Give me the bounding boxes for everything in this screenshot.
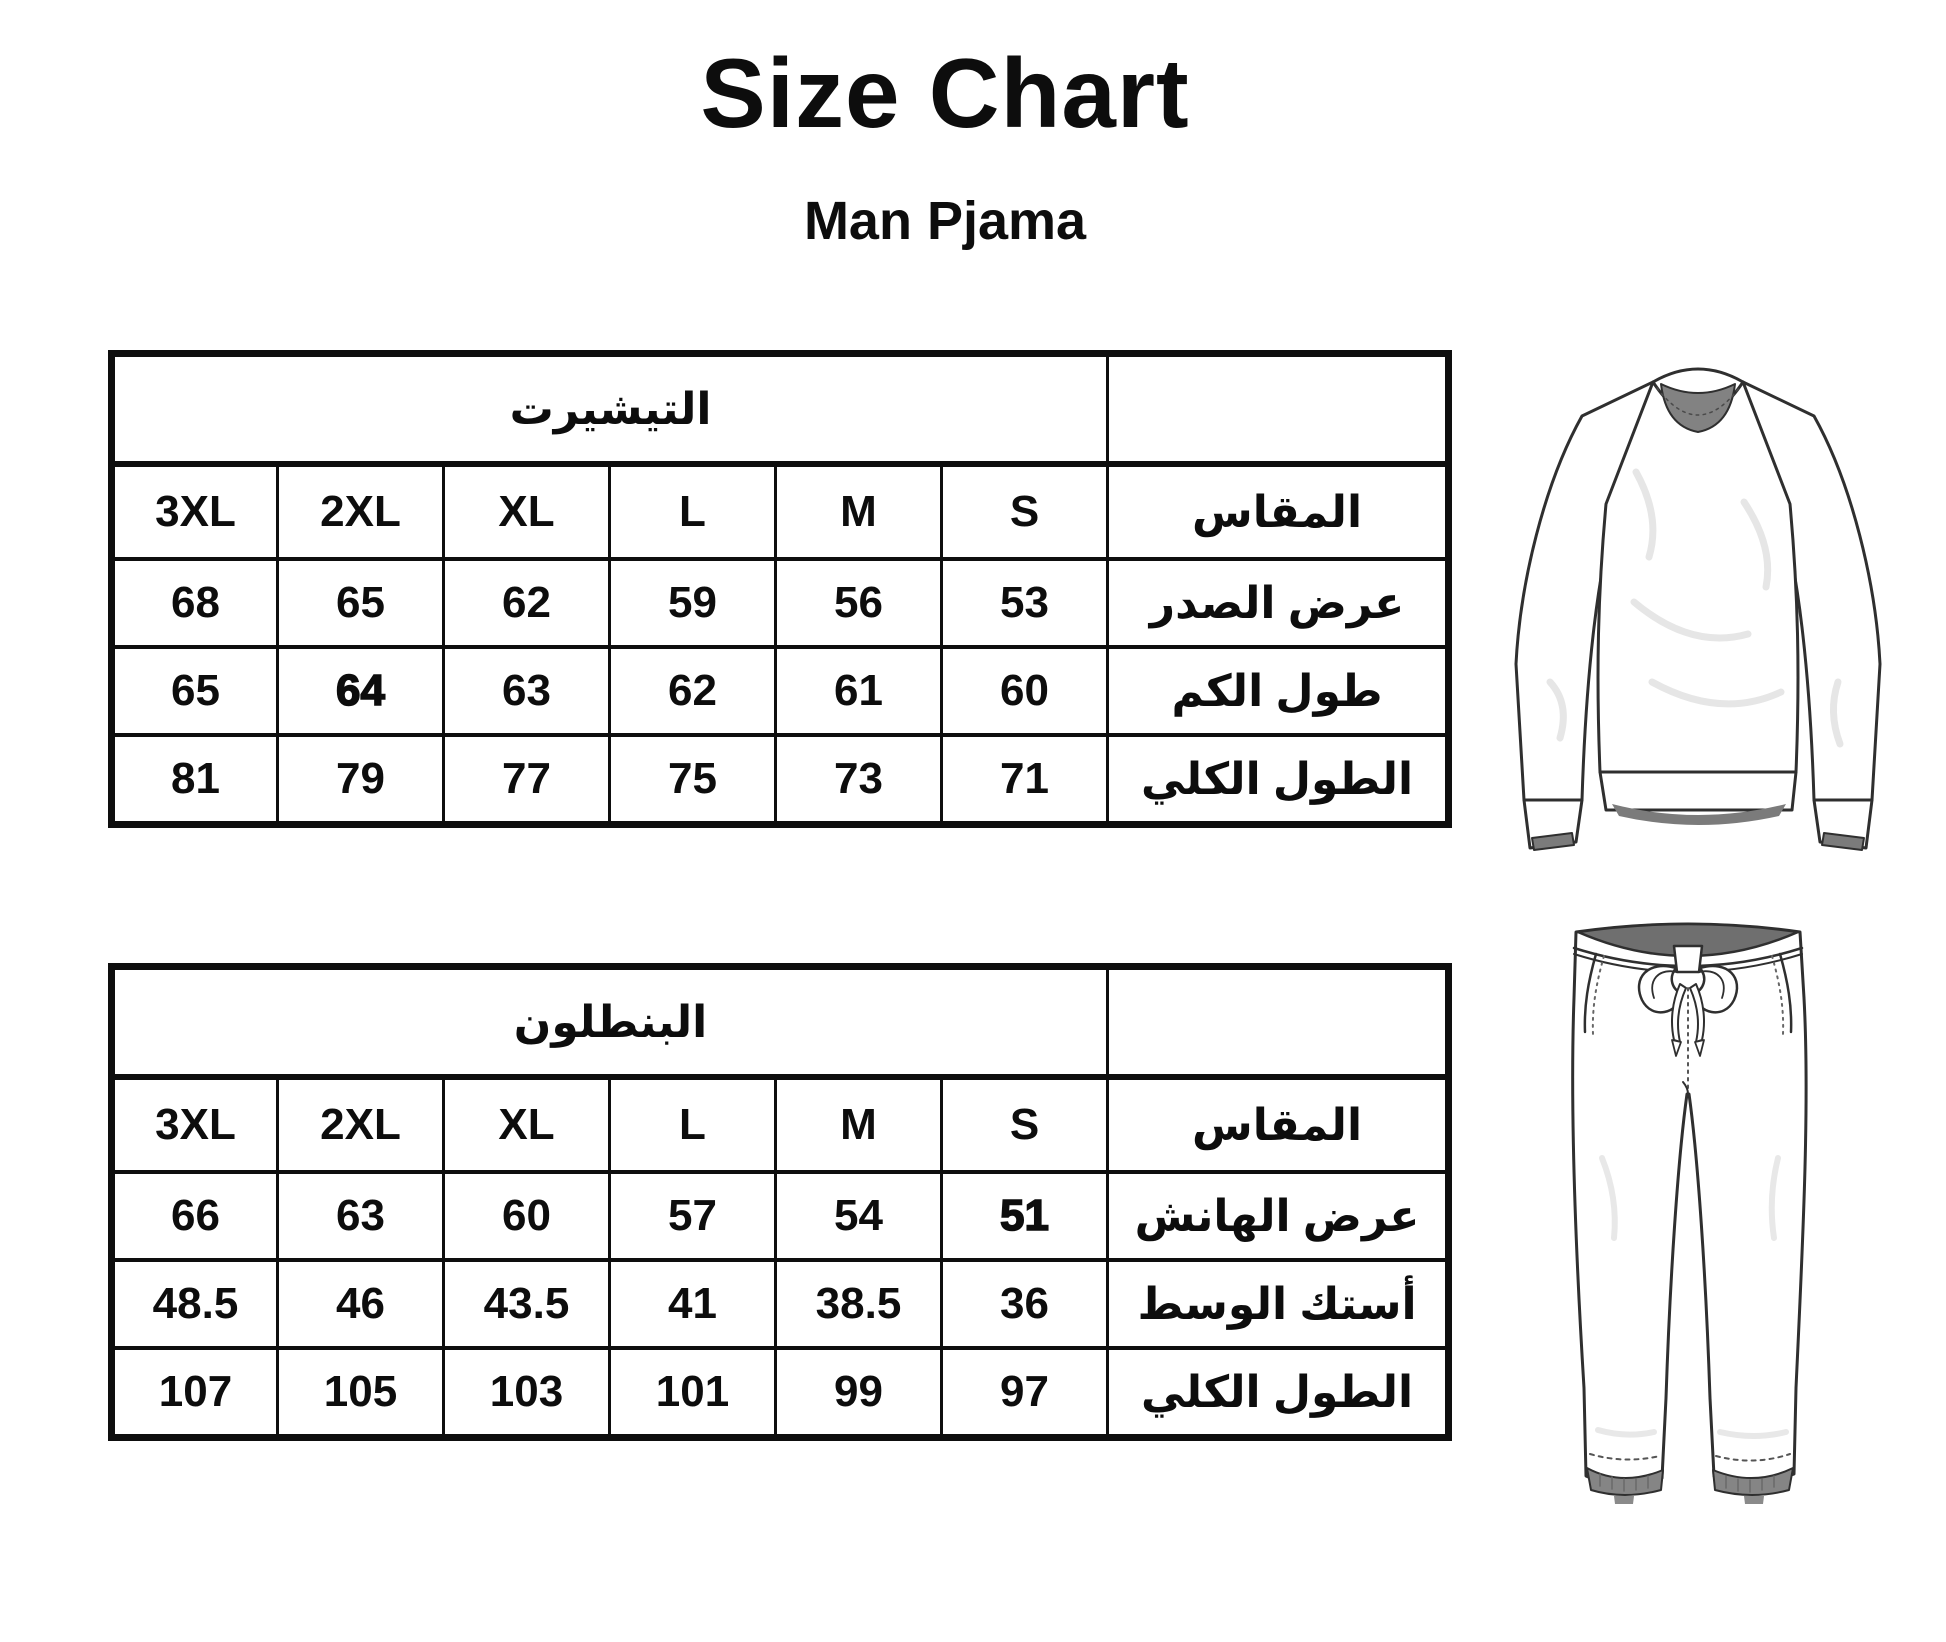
value-cell: 79 xyxy=(276,733,445,827)
hem-shadow xyxy=(1612,804,1786,825)
shirt-size-l: L xyxy=(608,462,777,561)
value-cell: 60 xyxy=(939,645,1110,737)
row-label-chest-width: عرض الصدر xyxy=(1106,557,1451,649)
pants-table-corner-cell xyxy=(1106,964,1451,1080)
pants-illustration xyxy=(1571,922,1808,1504)
drawstring-knot xyxy=(1672,944,1704,974)
value-cell: 63 xyxy=(442,645,611,737)
shirt-size-3xl: 3XL xyxy=(110,462,279,561)
value-cell: 81 xyxy=(110,733,279,827)
table-row: 81 79 77 75 73 71 الطول الكلي xyxy=(110,733,1451,827)
value-cell: 60 xyxy=(442,1170,611,1262)
pants-size-2xl: 2XL xyxy=(276,1075,445,1174)
page-subtitle: Man Pjama xyxy=(803,191,1087,251)
shirt-size-2xl: 2XL xyxy=(276,462,445,561)
shirt-size-table: التيشيرت 3XL 2XL XL L M S المقاس 68 65 6… xyxy=(108,350,1453,828)
pants-size-column-header: المقاس xyxy=(1106,1075,1451,1174)
value-cell: 65 xyxy=(276,557,445,649)
value-cell: 48.5 xyxy=(110,1258,279,1350)
pants-size-3xl: 3XL xyxy=(110,1075,279,1174)
shirt-table-corner-cell xyxy=(1106,351,1451,467)
shirt-size-s: S xyxy=(939,462,1110,561)
shirt-size-m: M xyxy=(774,462,943,561)
pants-table-title: البنطلون xyxy=(109,964,1110,1080)
value-cell: 41 xyxy=(608,1258,777,1350)
value-cell: 59 xyxy=(608,557,777,649)
pants-size-table: البنطلون 3XL 2XL XL L M S المقاس 66 63 6… xyxy=(108,963,1453,1441)
value-cell: 51 xyxy=(939,1170,1110,1262)
page-title: Size Chart xyxy=(700,38,1190,148)
table-row: 107 105 103 101 99 97 الطول الكلي xyxy=(110,1346,1451,1440)
row-label-hip-width: عرض الهانش xyxy=(1106,1170,1451,1262)
value-cell: 46 xyxy=(276,1258,445,1350)
value-cell: 71 xyxy=(939,733,1110,827)
shirt-table-title: التيشيرت xyxy=(109,351,1110,467)
value-cell: 97 xyxy=(939,1346,1110,1440)
value-cell: 43.5 xyxy=(442,1258,611,1350)
pants-size-s: S xyxy=(939,1075,1110,1174)
value-cell: 68 xyxy=(110,557,279,649)
value-cell: 103 xyxy=(442,1346,611,1440)
pants-size-m: M xyxy=(774,1075,943,1174)
value-cell: 36 xyxy=(939,1258,1110,1350)
pants-size-xl: XL xyxy=(442,1075,611,1174)
value-cell: 54 xyxy=(774,1170,943,1262)
row-label-total-length: الطول الكلي xyxy=(1106,733,1451,827)
table-row: 65 64 63 62 61 60 طول الكم xyxy=(110,645,1451,737)
value-cell: 63 xyxy=(276,1170,445,1262)
value-cell: 53 xyxy=(939,557,1110,649)
value-cell: 99 xyxy=(774,1346,943,1440)
pants-size-l: L xyxy=(608,1075,777,1174)
value-cell: 56 xyxy=(774,557,943,649)
waist-opening xyxy=(1576,922,1800,958)
page-header: Size Chart Man Pjama xyxy=(0,44,1890,248)
value-cell: 101 xyxy=(608,1346,777,1440)
value-cell: 65 xyxy=(110,645,279,737)
value-cell: 38.5 xyxy=(774,1258,943,1350)
sweatshirt-illustration xyxy=(1514,367,1882,851)
value-cell: 62 xyxy=(608,645,777,737)
value-cell: 107 xyxy=(110,1346,279,1440)
value-cell: 64 xyxy=(276,645,445,737)
left-leg-opening xyxy=(1586,1467,1664,1496)
value-cell: 105 xyxy=(276,1346,445,1440)
value-cell: 73 xyxy=(774,733,943,827)
shirt-size-xl: XL xyxy=(442,462,611,561)
value-cell: 75 xyxy=(608,733,777,827)
table-row: 66 63 60 57 54 51 عرض الهانش xyxy=(110,1170,1451,1262)
row-label-waist-elastic: أستك الوسط xyxy=(1106,1258,1451,1350)
row-label-total-length: الطول الكلي xyxy=(1106,1346,1451,1440)
value-cell: 61 xyxy=(774,645,943,737)
table-row: 48.5 46 43.5 41 38.5 36 أستك الوسط xyxy=(110,1258,1451,1350)
value-cell: 66 xyxy=(110,1170,279,1262)
table-row: 68 65 62 59 56 53 عرض الصدر xyxy=(110,557,1451,649)
value-cell: 77 xyxy=(442,733,611,827)
shirt-size-column-header: المقاس xyxy=(1106,462,1451,561)
value-cell: 62 xyxy=(442,557,611,649)
value-cell: 57 xyxy=(608,1170,777,1262)
row-label-sleeve-length: طول الكم xyxy=(1106,645,1451,737)
right-leg-opening xyxy=(1712,1467,1794,1496)
